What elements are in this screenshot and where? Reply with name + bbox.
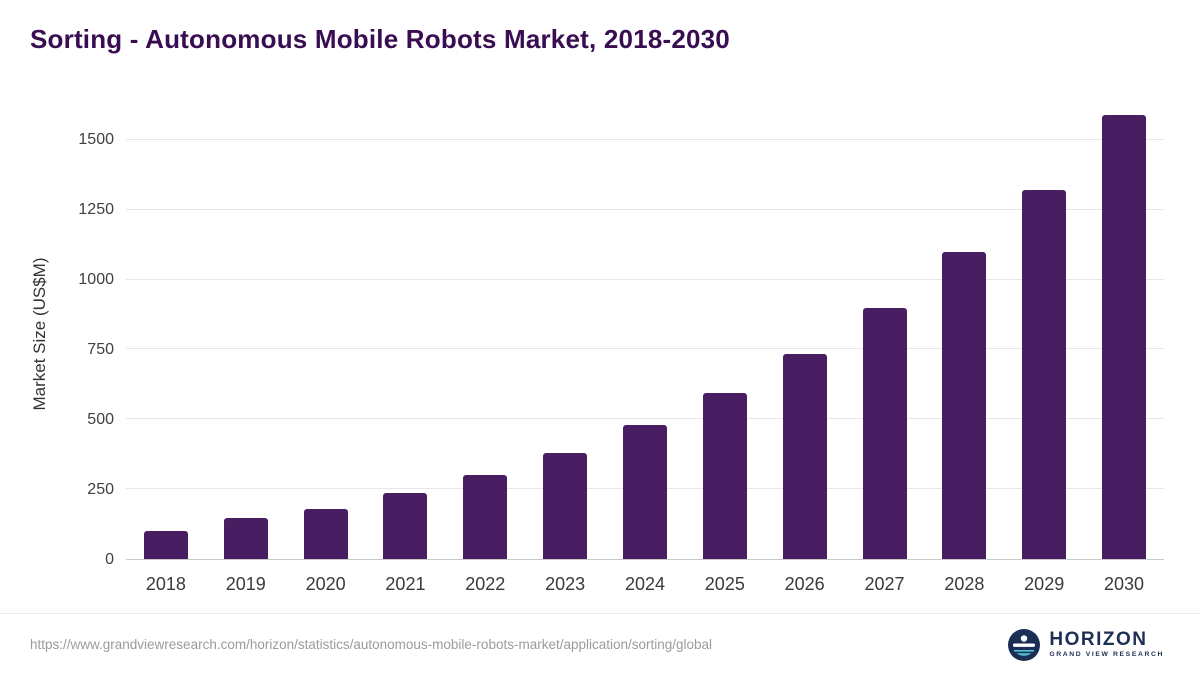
bar-slot — [924, 108, 1004, 559]
bar-slot — [685, 108, 765, 559]
bar-2027 — [862, 307, 907, 559]
gridline — [126, 348, 1164, 350]
x-tick-label: 2025 — [704, 574, 745, 594]
horizon-logo-icon — [1008, 628, 1041, 661]
y-axis-label: Market Size (US$M) — [30, 257, 49, 411]
x-tick-label: 2027 — [864, 574, 905, 594]
gridline — [126, 278, 1164, 280]
plot-area — [126, 108, 1164, 560]
logo-name: HORIZON — [1049, 629, 1148, 651]
bar-2021 — [383, 493, 428, 559]
bar-2023 — [543, 452, 588, 559]
x-tick-label: 2023 — [545, 574, 586, 594]
y-tick-label: 0 — [105, 551, 114, 568]
y-tick-label: 250 — [87, 481, 114, 498]
x-tick-label: 2029 — [1024, 574, 1065, 594]
source-url[interactable]: https://www.grandviewresearch.com/horizo… — [30, 637, 713, 652]
y-tick-label: 750 — [87, 340, 114, 358]
y-tick-label: 1250 — [78, 200, 114, 218]
bar-slot — [1084, 108, 1164, 559]
y-tick-label: 1500 — [78, 130, 114, 148]
bar-2030 — [1102, 114, 1147, 559]
bar-slot — [765, 108, 845, 559]
bar-2020 — [303, 508, 348, 559]
bar-2024 — [622, 424, 667, 559]
bar-slot — [366, 108, 446, 559]
x-tick-label: 2030 — [1104, 574, 1145, 594]
bar-slot — [126, 108, 206, 559]
bar-series — [126, 108, 1164, 559]
bar-slot — [445, 108, 525, 559]
y-tick-label: 500 — [87, 410, 114, 428]
horizon-logo: HORIZON GRAND VIEW RESEARCH — [1008, 628, 1164, 661]
x-tick-label: 2021 — [385, 574, 426, 594]
bar-2026 — [782, 353, 827, 559]
y-axis-ticks: 0 250 500 750 1000 1250 1500 — [58, 108, 114, 567]
bar-2018 — [143, 531, 188, 559]
horizon-logo-text: HORIZON GRAND VIEW RESEARCH — [1049, 630, 1164, 659]
x-tick-label: 2019 — [225, 574, 266, 594]
gridline — [126, 138, 1164, 140]
gridline — [126, 208, 1164, 210]
x-tick-label: 2020 — [305, 574, 346, 594]
bar-slot — [286, 108, 366, 559]
x-tick-label: 2026 — [784, 574, 825, 594]
y-tick-label: 1000 — [78, 270, 114, 288]
bar-slot — [206, 108, 286, 559]
bar-2025 — [702, 392, 747, 559]
gridline — [126, 418, 1164, 420]
bar-slot — [525, 108, 605, 559]
x-tick-label: 2028 — [944, 574, 985, 594]
bar-slot — [605, 108, 685, 559]
x-axis-labels: 2018 2019 2020 2021 2022 2023 2024 2025 2026 2027… — [126, 561, 1164, 595]
bar-2019 — [223, 518, 268, 559]
x-tick-label: 2024 — [624, 574, 665, 594]
bar-slot — [845, 108, 925, 559]
bar-2028 — [942, 251, 987, 559]
logo-subtitle: GRAND VIEW RESEARCH — [1049, 651, 1164, 659]
bar-2022 — [463, 475, 508, 559]
chart-title: Sorting - Autonomous Mobile Robots Marke… — [30, 24, 730, 54]
footer: https://www.grandviewresearch.com/horizo… — [0, 613, 1200, 675]
bar-2029 — [1022, 190, 1067, 559]
x-tick-label: 2022 — [465, 574, 506, 594]
bar-slot — [1004, 108, 1084, 559]
x-tick-label: 2018 — [145, 574, 186, 594]
